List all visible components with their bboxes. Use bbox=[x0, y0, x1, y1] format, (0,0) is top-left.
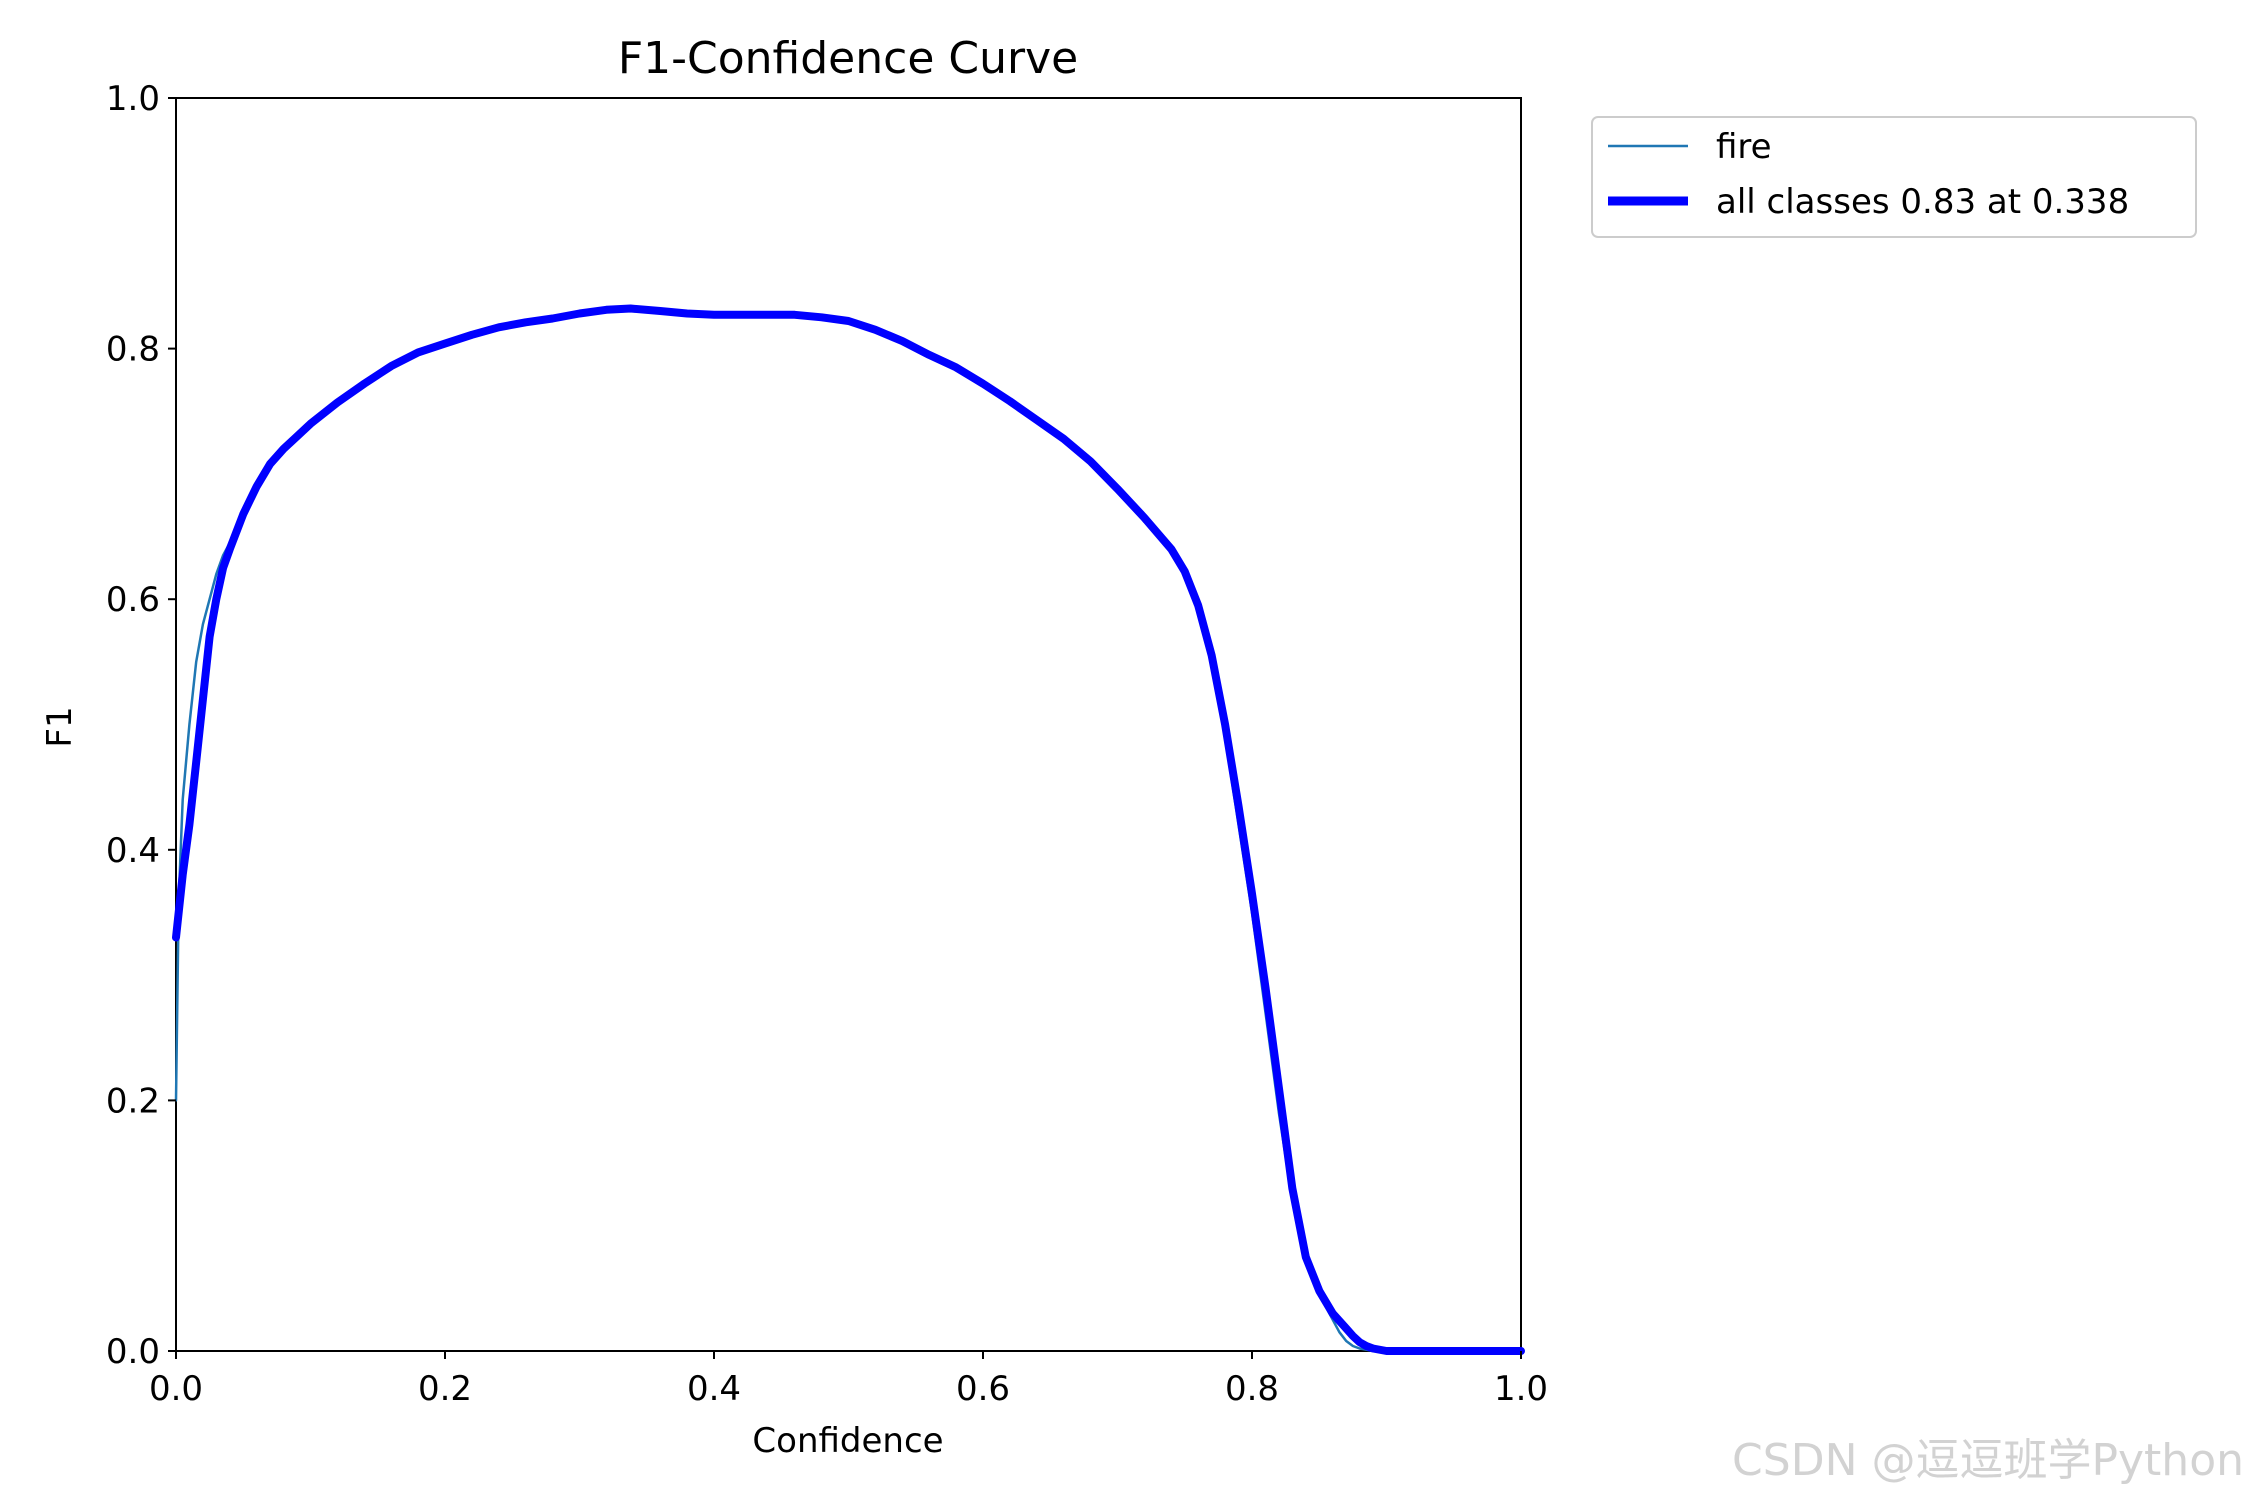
y-tick-label: 0.0 bbox=[106, 1332, 160, 1372]
x-axis-label: Confidence bbox=[752, 1421, 943, 1461]
legend-box bbox=[1591, 116, 2197, 238]
x-tick-label: 0.6 bbox=[956, 1369, 1010, 1409]
x-tick-label: 0.8 bbox=[1225, 1369, 1279, 1409]
watermark: CSDN @逗逗班学Python bbox=[1732, 1435, 2244, 1486]
y-tick-label: 1.0 bbox=[106, 79, 160, 119]
chart-title: F1-Confidence Curve bbox=[618, 33, 1078, 84]
legend-label-fire: fire bbox=[1716, 127, 1772, 167]
x-tick-label: 1.0 bbox=[1494, 1369, 1548, 1409]
series-layer bbox=[172, 304, 1525, 1355]
axes-frame bbox=[175, 97, 1522, 1352]
y-tick-label: 0.6 bbox=[106, 580, 160, 620]
ticks-layer: 0.0 0.2 0.4 0.6 0.8 1.0 0.0 0.2 0.4 0.6 0.8 1.0 bbox=[106, 79, 1548, 1409]
y-tick-label: 0.2 bbox=[106, 1081, 160, 1121]
y-tick-label: 0.4 bbox=[106, 831, 160, 871]
plot-area: 0.0 0.2 0.4 0.6 0.8 1.0 0.0 0.2 0.4 0.6 0.8 1.0 bbox=[106, 79, 1548, 1409]
x-tick-label: 0.0 bbox=[149, 1369, 203, 1409]
y-tick-label: 0.8 bbox=[106, 330, 160, 370]
legend-label-all-classes: all classes 0.83 at 0.338 bbox=[1716, 182, 2129, 222]
series-line-all-classes bbox=[172, 304, 1525, 1355]
x-tick-label: 0.2 bbox=[418, 1369, 472, 1409]
y-axis-label: F1 bbox=[40, 706, 80, 747]
x-tick-label: 0.4 bbox=[687, 1369, 741, 1409]
legend: fire all classes 0.83 at 0.338 bbox=[1591, 116, 2197, 238]
